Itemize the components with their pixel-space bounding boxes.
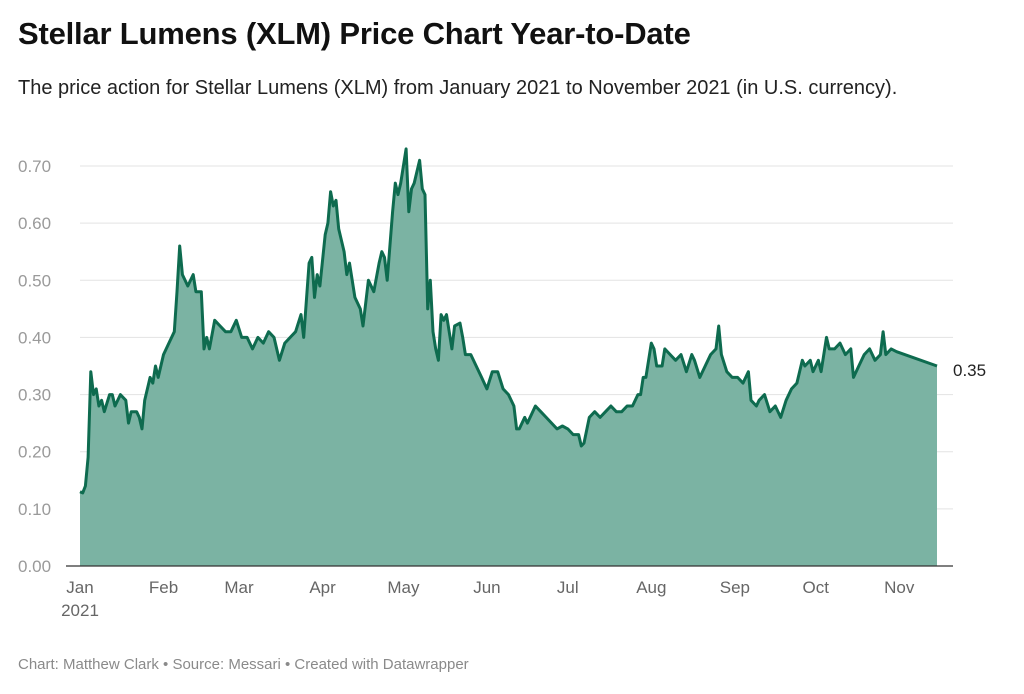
price-area: [80, 148, 937, 566]
x-axis: Jan 2021 Feb Mar Apr May Jun Jul Aug Sep Oct Nov: [61, 578, 915, 620]
chart-footer: Chart: Matthew Clark • Source: Messari •…: [18, 656, 469, 673]
chart-title: Stellar Lumens (XLM) Price Chart Year-to…: [18, 16, 691, 51]
y-tick-label: 0.30: [18, 386, 51, 405]
x-tick-label: Jan: [66, 578, 93, 597]
x-tick-label: Jul: [557, 578, 579, 597]
x-tick-label: Mar: [224, 578, 254, 597]
x-tick-sublabel: 2021: [61, 601, 99, 620]
y-tick-label: 0.60: [18, 214, 51, 233]
x-tick-label: Jun: [473, 578, 500, 597]
y-axis: 0.00 0.10 0.20 0.30 0.40 0.50 0.60 0.70: [18, 157, 51, 576]
x-tick-label: May: [387, 578, 420, 597]
y-tick-label: 0.70: [18, 157, 51, 176]
x-tick-label: Oct: [802, 578, 829, 597]
y-tick-label: 0.00: [18, 557, 51, 576]
y-tick-label: 0.10: [18, 500, 51, 519]
x-tick-label: Sep: [720, 578, 750, 597]
x-tick-label: Feb: [149, 578, 178, 597]
y-tick-label: 0.40: [18, 328, 51, 347]
y-tick-label: 0.20: [18, 443, 51, 462]
price-line: [79, 147, 938, 495]
x-tick-label: Nov: [884, 578, 915, 597]
end-value-label: 0.35: [953, 361, 986, 380]
chart-subtitle: The price action for Stellar Lumens (XLM…: [18, 77, 898, 99]
x-tick-label: Apr: [309, 578, 336, 597]
y-tick-label: 0.50: [18, 271, 51, 290]
x-tick-label: Aug: [636, 578, 666, 597]
